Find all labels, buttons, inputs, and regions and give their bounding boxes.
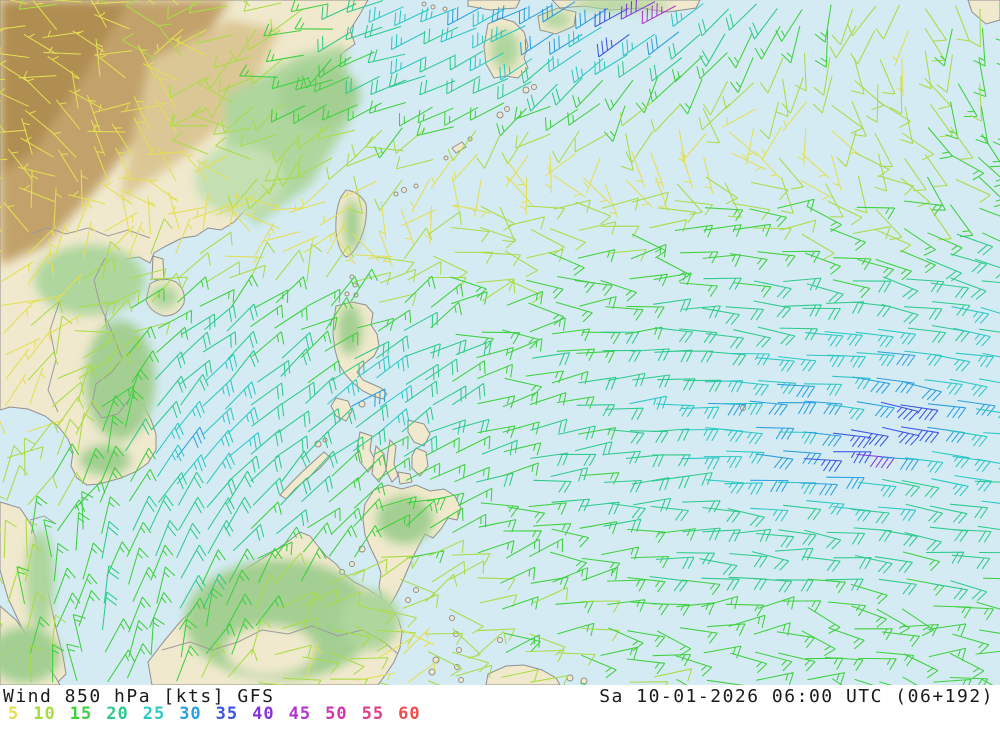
terrain-green-kyushu — [491, 30, 519, 70]
legend-value: 40 — [252, 704, 275, 724]
terrain-tan-ridge — [120, 20, 280, 200]
wind-barbs — [0, 0, 1000, 685]
terrain-green-borneo-e — [340, 590, 400, 650]
terrain-green-honshu — [570, 0, 670, 11]
terrain-green-malay — [26, 530, 54, 630]
legend-value: 35 — [215, 704, 239, 724]
legend-value: 50 — [325, 704, 348, 724]
legend-value: 5 — [8, 704, 20, 724]
legend-value: 55 — [361, 704, 385, 724]
wind-speed-legend: 5 10 15 20 25 30 35 40 45 50 55 60 — [8, 704, 421, 724]
terrain-green-taiwan — [344, 199, 360, 251]
mindoro — [330, 397, 353, 422]
terrain-cream-borneo-core — [225, 625, 315, 675]
leizhou-peninsula — [151, 255, 165, 282]
samar — [407, 419, 431, 447]
terrain-brown-core — [0, 0, 130, 175]
legend-value: 20 — [106, 704, 129, 724]
legend-value: 15 — [69, 704, 93, 724]
terrain-green-luzon — [338, 305, 362, 355]
terrain-green-nvietnam — [35, 245, 145, 315]
legend-value: 25 — [142, 704, 166, 724]
bonin-corner — [967, 0, 1000, 25]
map-canvas — [0, 0, 1000, 685]
valid-time-label: Sa 10-01-2026 06:00 UTC (06+192) — [599, 686, 994, 707]
legend-value: 30 — [179, 704, 202, 724]
legend-value: 60 — [398, 704, 421, 724]
terrain-green-mid — [195, 145, 285, 215]
product-label: Wind 850 hPa [kts] GFS — [3, 686, 275, 707]
leyte — [411, 447, 429, 477]
bohol — [397, 471, 413, 485]
terrain-green-shikoku — [543, 12, 571, 28]
terrain-green-delta — [80, 445, 130, 475]
weather-map — [0, 0, 1000, 685]
terrain-shading — [0, 0, 670, 683]
legend-value: 10 — [33, 704, 56, 724]
footer-bar: Wind 850 hPa [kts] GFS Sa 10-01-2026 06:… — [0, 685, 1000, 733]
legend-value: 45 — [288, 704, 312, 724]
terrain-green-annam — [85, 320, 155, 440]
